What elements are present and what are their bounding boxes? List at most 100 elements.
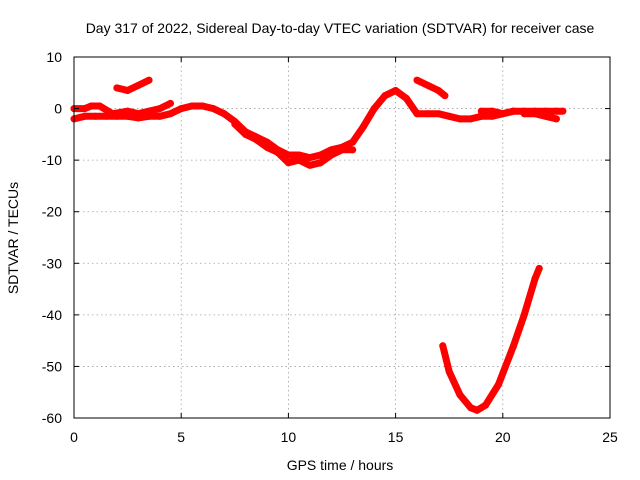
data-point: [231, 120, 239, 128]
x-tick-label: 25: [602, 429, 618, 445]
x-tick-label: 0: [70, 429, 78, 445]
series-layer: [70, 76, 567, 414]
data-point: [327, 151, 335, 159]
data-point: [413, 110, 421, 118]
y-tick-label: 10: [46, 49, 62, 65]
data-point: [370, 105, 378, 113]
series-segment-19h: [477, 107, 517, 118]
x-tick-label: 20: [495, 429, 511, 445]
data-point: [263, 143, 271, 151]
data-point: [220, 110, 228, 118]
data-point: [520, 311, 528, 319]
data-point: [166, 110, 174, 118]
data-point: [482, 401, 490, 409]
data-point: [434, 87, 442, 95]
data-point: [124, 87, 132, 95]
data-point: [113, 84, 121, 92]
y-tick-label: -40: [42, 307, 62, 323]
data-point: [317, 151, 325, 159]
data-point: [473, 406, 481, 414]
data-point: [145, 76, 153, 84]
x-tick-label: 10: [281, 429, 297, 445]
data-point: [439, 342, 447, 350]
data-point: [477, 107, 485, 115]
data-point: [317, 159, 325, 167]
series-main-trace: [70, 87, 567, 162]
plot-frame: [73, 56, 611, 419]
data-point: [91, 112, 99, 120]
data-point: [424, 81, 432, 89]
data-point: [392, 87, 400, 95]
data-point: [467, 115, 475, 123]
data-point: [96, 102, 104, 110]
data-point: [124, 107, 132, 115]
y-tick-label: -10: [42, 152, 62, 168]
data-point: [177, 105, 185, 113]
data-point: [87, 102, 95, 110]
axis-ticks: 0 5 10 15 20 25 10 0 -10 -20 -30 -40 -50 -60: [42, 49, 618, 445]
data-point: [413, 76, 421, 84]
data-point: [535, 264, 543, 272]
data-point: [510, 107, 518, 115]
y-tick-label: 0: [54, 101, 62, 117]
data-point: [441, 92, 449, 100]
data-point: [559, 107, 567, 115]
data-point: [242, 130, 250, 138]
series-lower-band-mid: [231, 120, 357, 169]
data-point: [359, 123, 367, 131]
data-point: [284, 159, 292, 167]
data-point: [134, 110, 142, 118]
data-point: [499, 110, 507, 118]
data-point: [109, 110, 117, 118]
data-point: [424, 110, 432, 118]
data-point: [445, 112, 453, 120]
data-point: [81, 105, 89, 113]
data-point: [134, 81, 142, 89]
series-segment-2h: [113, 76, 153, 94]
y-tick-label: -50: [42, 358, 62, 374]
data-point: [295, 151, 303, 159]
data-point: [456, 115, 464, 123]
data-point: [252, 136, 260, 144]
data-point: [531, 110, 539, 118]
data-point: [209, 105, 217, 113]
x-axis-label: GPS time / hours: [287, 457, 394, 473]
data-point: [145, 107, 153, 115]
data-point: [349, 146, 357, 154]
data-point: [156, 105, 164, 113]
series-segment-21-22h: [520, 110, 560, 123]
y-tick-label: -30: [42, 255, 62, 271]
data-point: [542, 112, 550, 120]
data-point: [467, 404, 475, 412]
data-point: [306, 161, 314, 169]
data-point: [199, 102, 207, 110]
data-point: [495, 380, 503, 388]
data-point: [338, 146, 346, 154]
chart-title: Day 317 of 2022, Sidereal Day-to-day VTE…: [86, 20, 595, 36]
data-point: [166, 99, 174, 107]
data-point: [156, 112, 164, 120]
data-point: [434, 110, 442, 118]
data-point: [456, 391, 464, 399]
data-point: [306, 154, 314, 162]
series-segment-16h: [413, 76, 449, 100]
data-point: [274, 148, 282, 156]
data-point: [510, 342, 518, 350]
y-tick-label: -20: [42, 204, 62, 220]
data-point: [552, 115, 560, 123]
data-point: [349, 138, 357, 146]
y-tick-label: -60: [42, 410, 62, 426]
data-point: [295, 156, 303, 164]
data-point: [445, 368, 453, 376]
data-point: [81, 112, 89, 120]
data-point: [488, 107, 496, 115]
y-axis-label: SDTVAR / TECUs: [5, 182, 21, 294]
data-point: [402, 94, 410, 102]
data-point: [531, 275, 539, 283]
series-arc-segment: [439, 264, 543, 414]
x-tick-label: 15: [388, 429, 404, 445]
data-point: [188, 102, 196, 110]
data-point: [520, 110, 528, 118]
x-tick-label: 5: [177, 429, 185, 445]
